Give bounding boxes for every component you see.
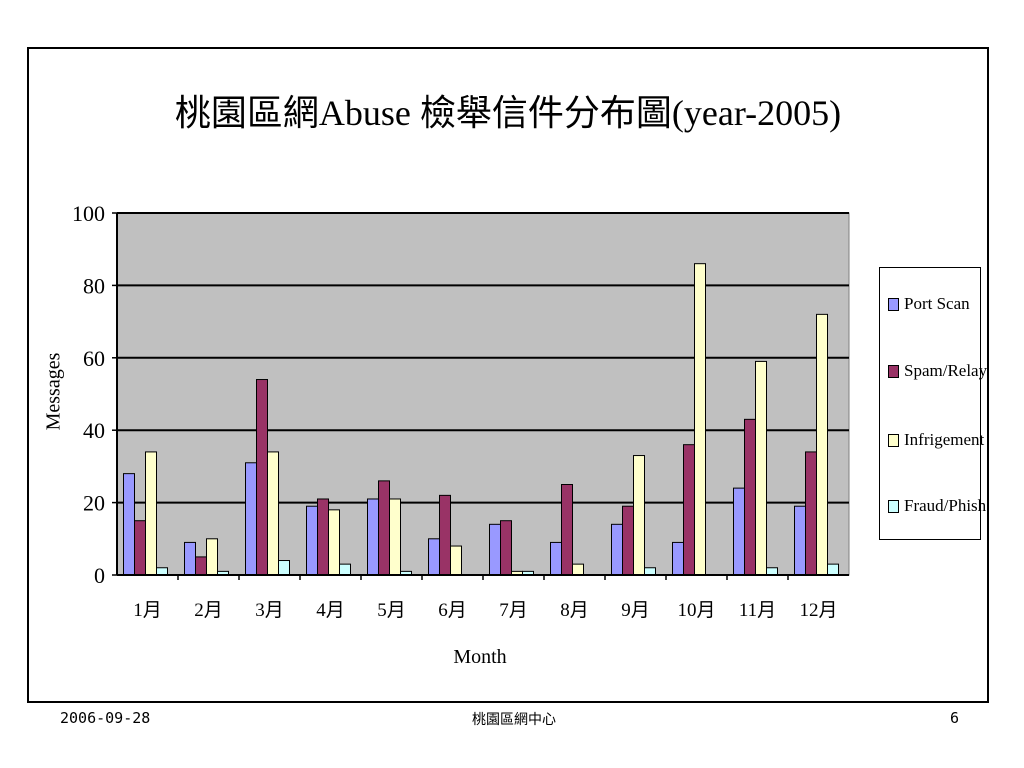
bar-infrigement-3 bbox=[267, 451, 279, 576]
bar-spam-relay-5 bbox=[378, 480, 390, 576]
bar-infrigement-8 bbox=[572, 563, 584, 576]
chart-title: 桃園區網Abuse 檢舉信件分布圖(year-2005) bbox=[174, 93, 842, 133]
legend-label: Port Scan bbox=[904, 294, 970, 313]
bar-infrigement-9 bbox=[633, 455, 645, 576]
bar-spam-relay-8 bbox=[561, 484, 573, 576]
x-tick-label: 2月 bbox=[194, 600, 223, 621]
bar-spam-relay-11 bbox=[744, 418, 756, 576]
y-axis-label: Messages bbox=[42, 352, 65, 431]
x-tick-label: 1月 bbox=[133, 600, 162, 621]
footer-page-number: 6 bbox=[950, 709, 960, 727]
bar-port-scan-6 bbox=[428, 538, 440, 576]
chart-legend: Port Scan Spam/Relay Infrigement Fraud/P… bbox=[879, 267, 987, 540]
x-tick-label: 9月 bbox=[621, 600, 650, 621]
bar-spam-relay-10 bbox=[683, 444, 695, 576]
y-tick-label: 80 bbox=[83, 273, 105, 298]
bar-spam-relay-6 bbox=[439, 494, 451, 576]
plot-area bbox=[116, 212, 850, 576]
legend-label: Spam/Relay bbox=[904, 361, 988, 380]
legend-label: Fraud/Phish bbox=[904, 496, 987, 515]
legend-swatch-infrigement bbox=[888, 433, 899, 447]
legend-label: Infrigement bbox=[904, 430, 985, 449]
bar-spam-relay-3 bbox=[256, 379, 268, 576]
x-tick-label: 5月 bbox=[377, 600, 406, 621]
bar-port-scan-4 bbox=[306, 505, 318, 576]
bar-port-scan-2 bbox=[184, 541, 196, 576]
bar-fraud-phish-9 bbox=[644, 567, 656, 576]
bar-port-scan-9 bbox=[611, 523, 623, 576]
bar-spam-relay-7 bbox=[500, 520, 512, 576]
x-tick-label: 3月 bbox=[255, 600, 284, 621]
y-tick-label: 0 bbox=[94, 563, 105, 588]
y-tick-label: 60 bbox=[83, 346, 105, 371]
footer-center: 桃園區網中心 bbox=[472, 712, 556, 728]
x-tick-label: 10月 bbox=[677, 600, 715, 621]
bar-port-scan-10 bbox=[672, 541, 684, 576]
bar-spam-relay-9 bbox=[622, 505, 634, 576]
bar-fraud-phish-4 bbox=[339, 563, 351, 576]
bar-infrigement-4 bbox=[328, 509, 340, 576]
bar-port-scan-12 bbox=[794, 505, 806, 576]
bar-infrigement-1 bbox=[145, 451, 157, 576]
legend-item-fraud-phish: Fraud/Phish bbox=[888, 495, 986, 517]
bar-port-scan-1 bbox=[123, 473, 135, 576]
bar-fraud-phish-12 bbox=[827, 563, 839, 576]
bar-spam-relay-1 bbox=[134, 520, 146, 576]
bar-infrigement-2 bbox=[206, 538, 218, 576]
bar-infrigement-6 bbox=[450, 545, 462, 576]
bar-port-scan-3 bbox=[245, 462, 257, 576]
bar-infrigement-10 bbox=[694, 263, 706, 576]
bar-fraud-phish-1 bbox=[156, 567, 168, 576]
bar-spam-relay-2 bbox=[195, 556, 207, 576]
x-tick-label: 11月 bbox=[739, 600, 776, 621]
footer-date: 2006-09-28 bbox=[60, 709, 151, 727]
legend-item-port-scan: Port Scan bbox=[888, 293, 970, 315]
bar-fraud-phish-11 bbox=[766, 567, 778, 576]
y-tick-label: 100 bbox=[72, 201, 105, 226]
bar-infrigement-5 bbox=[389, 498, 401, 576]
x-tick-label: 6月 bbox=[438, 600, 467, 621]
legend-swatch-spam-relay bbox=[888, 364, 899, 378]
bar-infrigement-12 bbox=[816, 313, 828, 576]
bar-spam-relay-4 bbox=[317, 498, 329, 576]
x-tick-label: 7月 bbox=[499, 600, 528, 621]
y-tick-label: 40 bbox=[83, 418, 105, 443]
legend-swatch-fraud-phish bbox=[888, 499, 899, 513]
bar-port-scan-5 bbox=[367, 498, 379, 576]
legend-item-infrigement: Infrigement bbox=[888, 429, 984, 451]
x-tick-label: 4月 bbox=[316, 600, 345, 621]
bar-spam-relay-12 bbox=[805, 451, 817, 576]
bar-port-scan-7 bbox=[489, 523, 501, 576]
slide-frame bbox=[27, 47, 989, 703]
bar-port-scan-8 bbox=[550, 541, 562, 576]
y-tick-label: 20 bbox=[83, 491, 105, 516]
x-tick-label: 8月 bbox=[560, 600, 589, 621]
bar-fraud-phish-3 bbox=[278, 560, 290, 576]
bar-infrigement-11 bbox=[755, 360, 767, 576]
x-axis-label: Month bbox=[453, 646, 507, 668]
x-tick-label: 12月 bbox=[799, 600, 837, 621]
legend-swatch-port-scan bbox=[888, 297, 899, 311]
bar-port-scan-11 bbox=[733, 487, 745, 576]
legend-item-spam-relay: Spam/Relay bbox=[888, 360, 987, 382]
